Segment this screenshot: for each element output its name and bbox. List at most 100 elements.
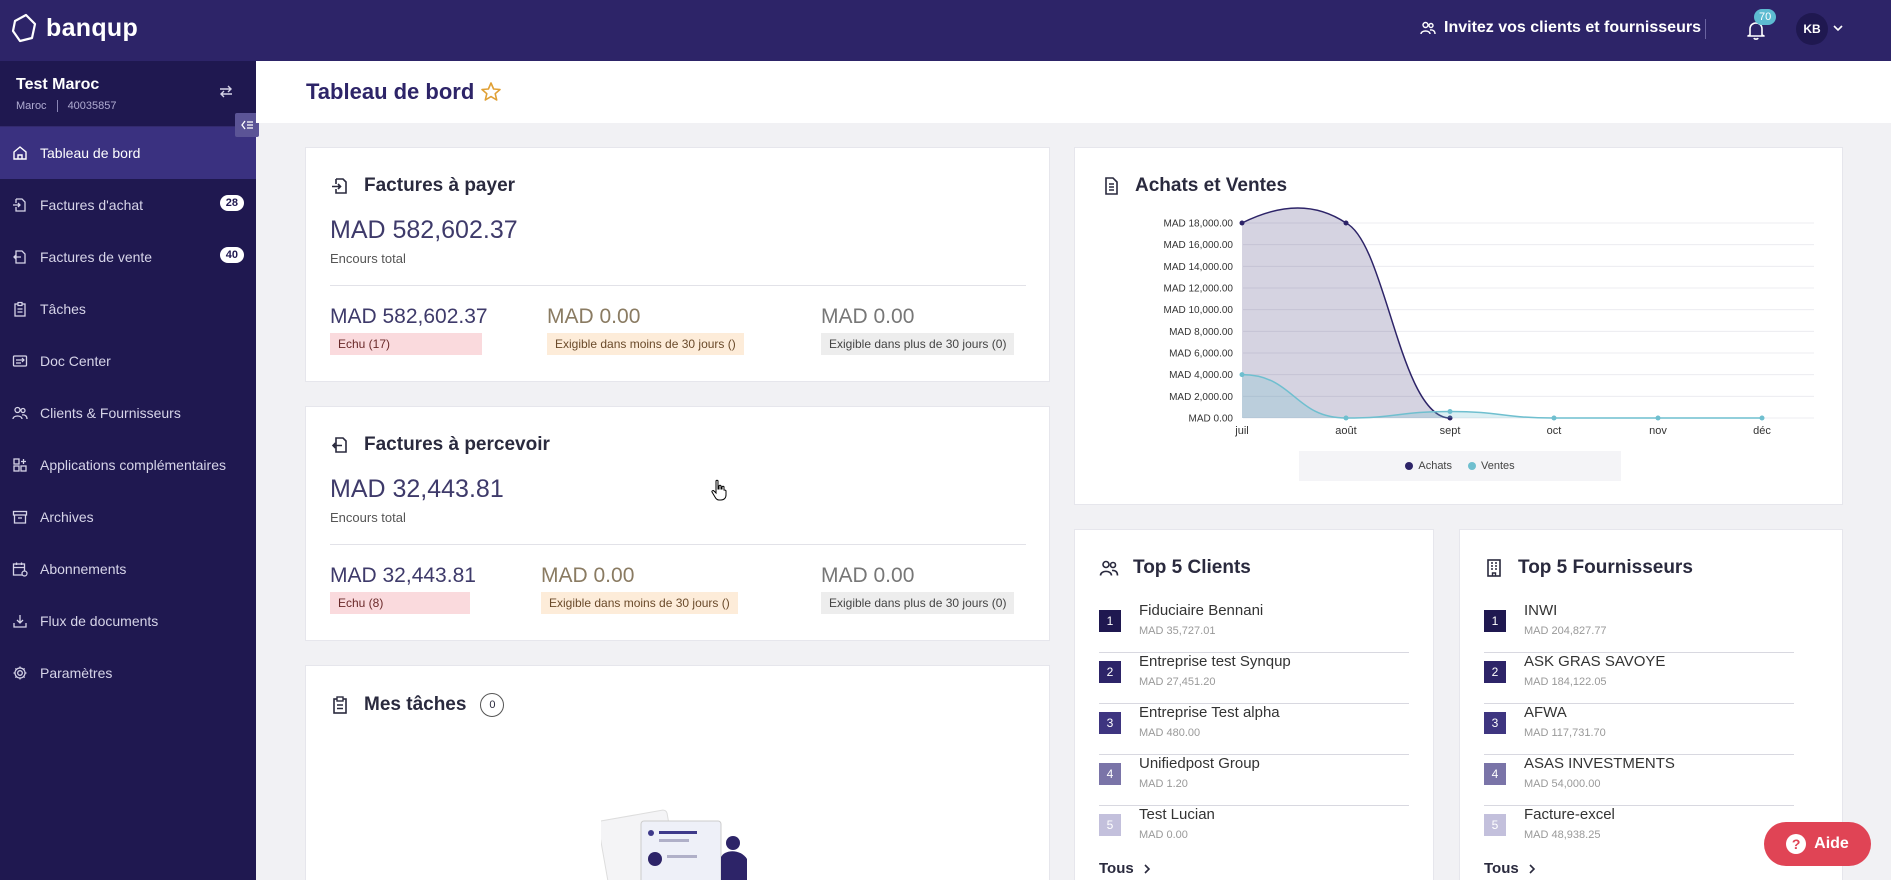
payables-overdue-pill[interactable]: Echu (17) <box>330 333 482 355</box>
list-item-name: Entreprise test Synqup <box>1139 653 1291 670</box>
receivables-card: Factures à percevoir MAD 32,443.81 Encou… <box>305 406 1050 641</box>
receivables-title-text: Factures à percevoir <box>364 434 550 455</box>
y-tick-label: MAD 16,000.00 <box>1164 240 1234 251</box>
invite-label: Invitez vos clients et fournisseurs <box>1444 19 1701 36</box>
list-item[interactable]: 2 ASK GRAS SAVOYE MAD 184,122.05 <box>1484 653 1794 704</box>
sidebar-item-doc-center[interactable]: Doc Center <box>0 335 256 387</box>
list-item-value: MAD 35,727.01 <box>1139 625 1216 637</box>
sidebar-item-label: Abonnements <box>40 561 127 577</box>
list-item[interactable]: 4 Unifiedpost Group MAD 1.20 <box>1099 755 1409 806</box>
sidebar-item-taches[interactable]: Tâches <box>0 283 256 335</box>
clipboard-icon <box>333 696 347 714</box>
top-suppliers-title: Top 5 Fournisseurs <box>1484 557 1693 579</box>
series-line-achats <box>1241 207 1451 419</box>
file-export-icon <box>13 250 26 264</box>
x-tick-label: oct <box>1547 425 1562 437</box>
x-tick-label: août <box>1335 425 1356 437</box>
x-tick-label: nov <box>1649 425 1667 437</box>
receivables-title: Factures à percevoir <box>330 434 550 456</box>
sidebar-item-archives[interactable]: Archives <box>0 491 256 543</box>
sidebar-item-label: Factures de vente <box>40 249 153 265</box>
receivables-overdue-pill[interactable]: Echu (8) <box>330 592 470 614</box>
sidebar-item-tableau-de-bord[interactable]: Tableau de bord <box>0 127 256 179</box>
list-item[interactable]: 2 Entreprise test Synqup MAD 27,451.20 <box>1099 653 1409 704</box>
top-clients-all-link[interactable]: Tous <box>1099 860 1152 877</box>
chevron-down-icon[interactable] <box>1832 22 1844 34</box>
payables-card: Factures à payer MAD 582,602.37 Encours … <box>305 147 1050 382</box>
list-item[interactable]: 1 Fiduciaire Bennani MAD 35,727.01 <box>1099 602 1409 653</box>
rank-number: 5 <box>1484 814 1506 836</box>
all-link-label: Tous <box>1099 860 1134 877</box>
x-tick-label: juil <box>1234 425 1248 437</box>
payables-due-soon-pill[interactable]: Exigible dans moins de 30 jours () <box>547 333 744 355</box>
list-item[interactable]: 1 INWI MAD 204,827.77 <box>1484 602 1794 653</box>
list-item[interactable]: 3 Entreprise Test alpha MAD 480.00 <box>1099 704 1409 755</box>
collapse-icon <box>241 120 253 130</box>
rank-number: 4 <box>1484 763 1506 785</box>
receivables-due-soon-pill[interactable]: Exigible dans moins de 30 jours () <box>541 592 738 614</box>
list-item-name: Fiduciaire Bennani <box>1139 602 1264 619</box>
payables-due-later-pill[interactable]: Exigible dans plus de 30 jours (0) <box>821 333 1015 355</box>
sidebar-item-applications[interactable]: Applications complémentaires <box>0 439 256 491</box>
data-point-ventes <box>1239 372 1245 378</box>
payables-title: Factures à payer <box>330 175 515 197</box>
count-badge: 40 <box>219 247 244 263</box>
building-icon <box>1487 559 1501 577</box>
data-point-ventes <box>1655 415 1661 421</box>
list-item[interactable]: 4 ASAS INVESTMENTS MAD 54,000.00 <box>1484 755 1794 806</box>
data-point-ventes <box>1551 415 1557 421</box>
count-badge: 28 <box>219 195 244 211</box>
people-icon <box>1420 21 1436 35</box>
invite-button[interactable]: Invitez vos clients et fournisseurs <box>1420 19 1701 37</box>
receivables-due-later-pill[interactable]: Exigible dans plus de 30 jours (0) <box>821 592 1015 614</box>
people-icon <box>12 406 28 420</box>
sidebar-item-parametres[interactable]: Paramètres <box>0 647 256 699</box>
logo[interactable]: banqup <box>10 12 138 44</box>
list-item[interactable]: 3 AFWA MAD 117,731.70 <box>1484 704 1794 755</box>
rank-number: 3 <box>1099 712 1121 734</box>
divider <box>330 285 1026 286</box>
chart-legend: Achats Ventes <box>1299 451 1621 481</box>
legend-label: Ventes <box>1481 460 1515 472</box>
list-item-value: MAD 184,122.05 <box>1524 676 1607 688</box>
sidebar-item-factures-achat[interactable]: Factures d'achat 28 <box>0 179 256 231</box>
company-switcher[interactable]: Test Maroc Maroc 40035857 <box>0 61 256 127</box>
legend-item-achats[interactable]: Achats <box>1405 460 1452 472</box>
sidebar-item-label: Doc Center <box>40 353 111 369</box>
data-point-achats <box>1239 220 1245 226</box>
y-tick-label: MAD 12,000.00 <box>1164 284 1234 295</box>
rank-number: 5 <box>1099 814 1121 836</box>
switch-arrows-icon[interactable] <box>218 83 234 99</box>
help-button[interactable]: ? Aide <box>1764 822 1871 866</box>
list-item-value: MAD 54,000.00 <box>1524 778 1601 790</box>
top-clients-title: Top 5 Clients <box>1099 557 1251 579</box>
sidebar-collapse-button[interactable] <box>235 113 259 137</box>
tasks-title-text: Mes tâches <box>364 694 467 715</box>
y-tick-label: MAD 8,000.00 <box>1169 327 1233 338</box>
tasks-card: Mes tâches 0 <box>305 665 1050 880</box>
people-icon <box>1099 560 1119 576</box>
file-export-icon <box>331 437 347 453</box>
payables-title-text: Factures à payer <box>364 175 516 196</box>
sidebar-item-factures-vente[interactable]: Factures de vente 40 <box>0 231 256 283</box>
sidebar-item-label: Flux de documents <box>40 613 159 629</box>
legend-dot <box>1468 462 1476 471</box>
payables-due-later-amount: MAD 0.00 <box>821 305 915 328</box>
sidebar-item-flux-documents[interactable]: Flux de documents <box>0 595 256 647</box>
sidebar-item-abonnements[interactable]: Abonnements <box>0 543 256 595</box>
top-suppliers-all-link[interactable]: Tous <box>1484 860 1537 877</box>
x-tick-label: sept <box>1440 425 1461 437</box>
list-item[interactable]: 5 Facture-excel MAD 48,938.25 <box>1484 806 1794 857</box>
list-item[interactable]: 5 Test Lucian MAD 0.00 <box>1099 806 1409 857</box>
top-suppliers-title-text: Top 5 Fournisseurs <box>1518 557 1693 578</box>
divider <box>330 544 1026 545</box>
star-icon[interactable] <box>480 81 502 103</box>
company-country: Maroc <box>16 100 47 112</box>
avatar[interactable]: KB <box>1796 13 1828 45</box>
page-title: Tableau de bord <box>306 79 502 105</box>
sidebar-item-clients-fournisseurs[interactable]: Clients & Fournisseurs <box>0 387 256 439</box>
list-item-value: MAD 1.20 <box>1139 778 1188 790</box>
y-tick-label: MAD 0.00 <box>1189 414 1234 425</box>
page-header: Tableau de bord <box>256 61 1891 123</box>
legend-item-ventes[interactable]: Ventes <box>1468 460 1515 472</box>
